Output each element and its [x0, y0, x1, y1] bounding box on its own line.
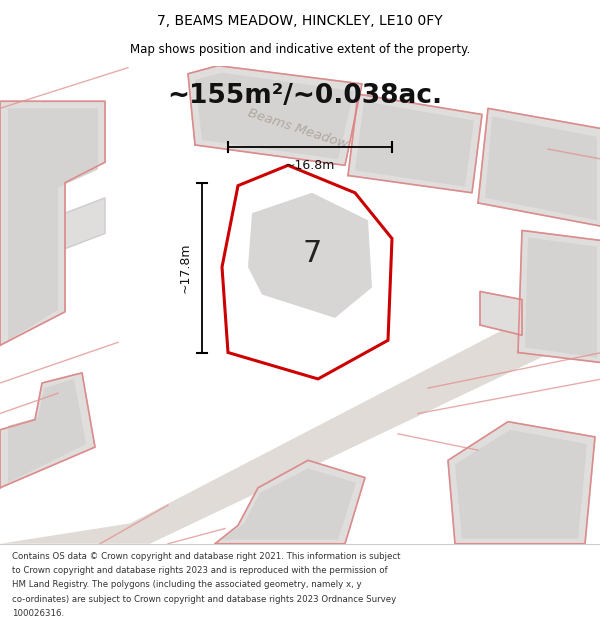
Polygon shape	[518, 231, 600, 362]
Polygon shape	[0, 269, 600, 544]
Polygon shape	[480, 291, 522, 335]
Text: to Crown copyright and database rights 2023 and is reproduced with the permissio: to Crown copyright and database rights 2…	[12, 566, 388, 575]
Text: ~17.8m: ~17.8m	[179, 242, 192, 292]
Polygon shape	[0, 101, 105, 346]
Polygon shape	[448, 422, 595, 544]
Polygon shape	[188, 66, 362, 166]
Text: ~155m²/~0.038ac.: ~155m²/~0.038ac.	[167, 83, 443, 109]
Polygon shape	[65, 198, 105, 249]
Text: 7: 7	[302, 239, 322, 268]
Text: 100026316.: 100026316.	[12, 609, 64, 618]
Polygon shape	[478, 108, 600, 226]
Polygon shape	[485, 116, 597, 220]
Polygon shape	[455, 430, 587, 539]
Text: Map shows position and indicative extent of the property.: Map shows position and indicative extent…	[130, 42, 470, 56]
Text: Beams Meadow: Beams Meadow	[247, 106, 350, 151]
Text: ~16.8m: ~16.8m	[285, 159, 335, 172]
Text: co-ordinates) are subject to Crown copyright and database rights 2023 Ordnance S: co-ordinates) are subject to Crown copyr…	[12, 594, 396, 604]
Polygon shape	[248, 192, 372, 318]
Polygon shape	[0, 373, 95, 488]
Polygon shape	[348, 94, 482, 192]
Polygon shape	[195, 72, 354, 159]
Text: HM Land Registry. The polygons (including the associated geometry, namely x, y: HM Land Registry. The polygons (includin…	[12, 580, 362, 589]
Polygon shape	[222, 469, 356, 539]
Polygon shape	[525, 238, 597, 358]
Polygon shape	[8, 379, 86, 482]
Polygon shape	[8, 108, 98, 340]
Polygon shape	[355, 101, 474, 187]
Text: Contains OS data © Crown copyright and database right 2021. This information is : Contains OS data © Crown copyright and d…	[12, 552, 401, 561]
Polygon shape	[215, 461, 365, 544]
Text: 7, BEAMS MEADOW, HINCKLEY, LE10 0FY: 7, BEAMS MEADOW, HINCKLEY, LE10 0FY	[157, 14, 443, 28]
